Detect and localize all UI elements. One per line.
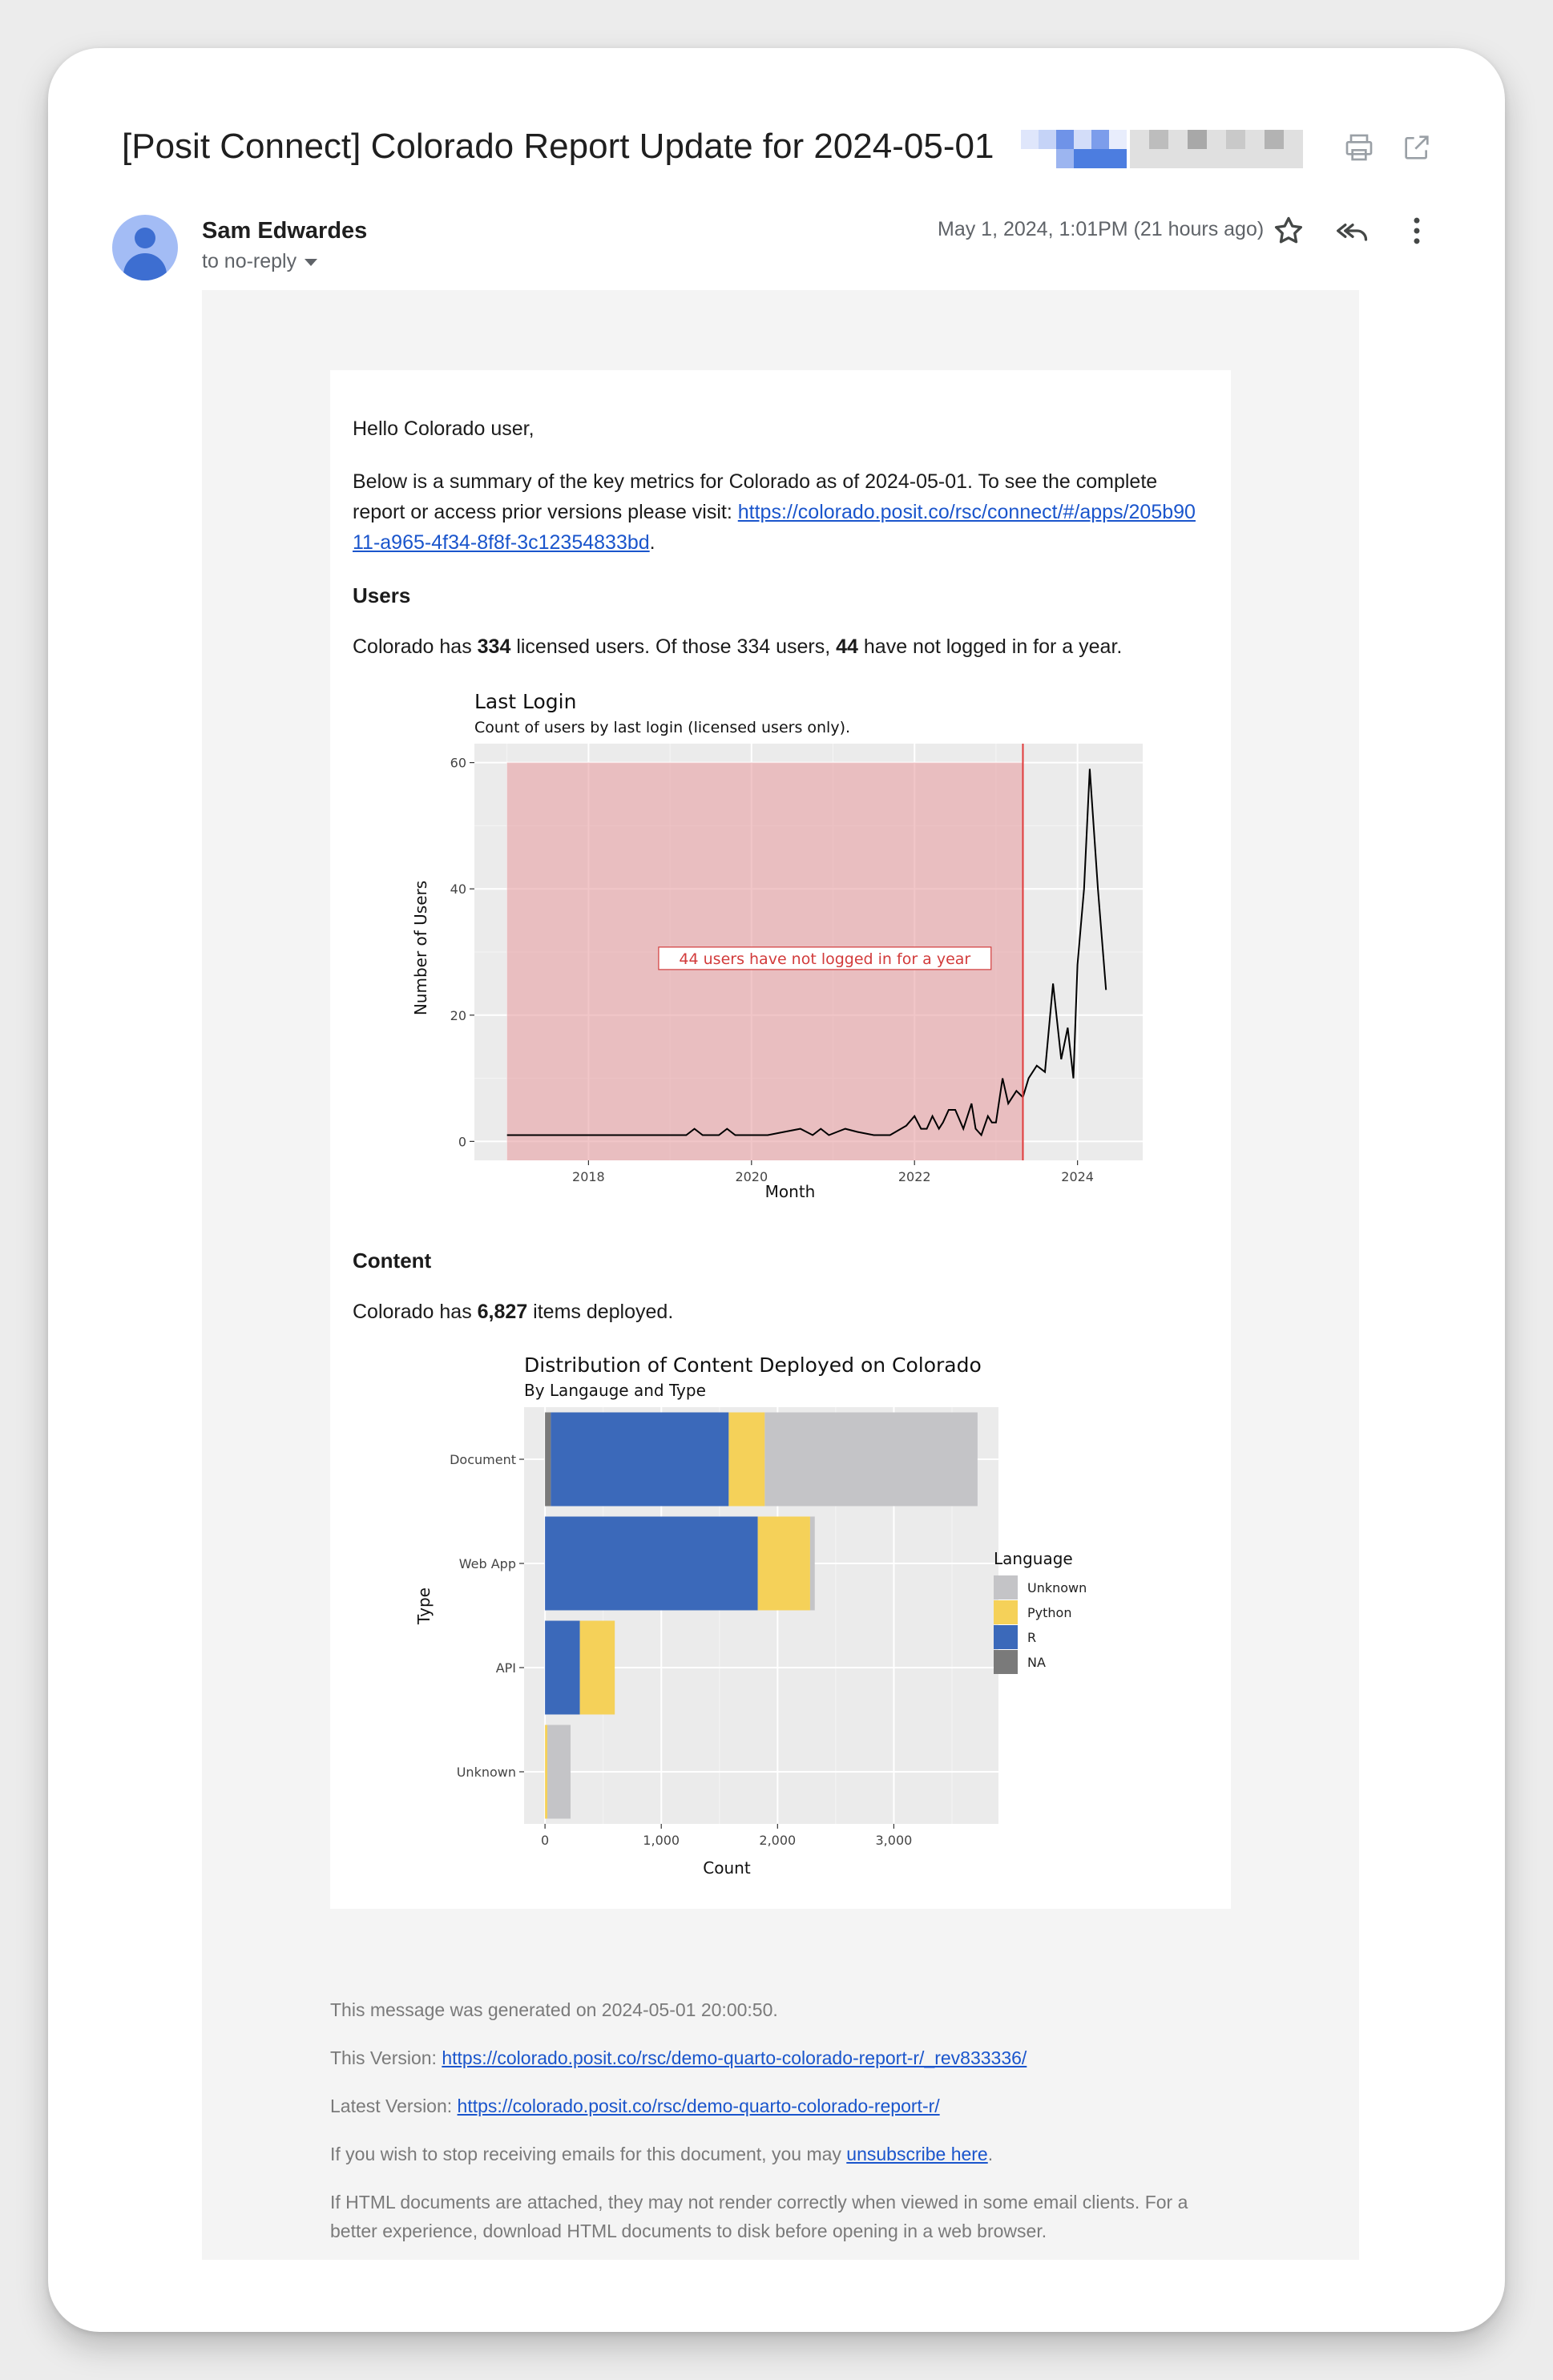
- y-tick-label: API: [496, 1660, 516, 1676]
- last-login-chart: Last Login Count of users by last login …: [411, 690, 1143, 1200]
- content-heading: Content: [353, 1248, 432, 1273]
- legend-title: Language: [994, 1549, 1073, 1568]
- users-paragraph: Colorado has 334 licensed users. Of thos…: [353, 635, 1123, 658]
- recipient-text: to no-reply: [202, 250, 297, 272]
- unsubscribe-line: If you wish to stop receiving emails for…: [330, 2144, 994, 2164]
- bar-segment: [545, 1724, 548, 1819]
- series-line: [506, 768, 1107, 1137]
- bar-segment: [551, 1412, 729, 1507]
- html-attachment-note: If HTML documents are attached, they may…: [330, 2192, 1188, 2241]
- content-distribution-chart: Distribution of Content Deployed on Colo…: [414, 1353, 1087, 1878]
- this-version-link[interactable]: https://colorado.posit.co/rsc/demo-quart…: [442, 2047, 1027, 2068]
- x-tick-label: 2,000: [759, 1833, 796, 1848]
- bar-segment: [545, 1516, 758, 1611]
- more-vert-icon[interactable]: [1399, 213, 1434, 248]
- x-tick-label: 2022: [898, 1169, 931, 1184]
- redacted-label: [1021, 130, 1127, 168]
- greeting: Hello Colorado user,: [353, 418, 534, 440]
- chart-subtitle: By Langauge and Type: [524, 1381, 706, 1400]
- y-tick-label: Web App: [459, 1556, 516, 1571]
- items-count: 6,827: [477, 1301, 528, 1323]
- sender-name[interactable]: Sam Edwardes: [202, 218, 368, 244]
- y-tick-label: Document: [450, 1452, 516, 1467]
- legend-label: NA: [1027, 1655, 1046, 1670]
- unsubscribe-link[interactable]: unsubscribe here: [846, 2144, 988, 2164]
- x-axis-label: Month: [765, 1182, 816, 1200]
- y-tick-label: 0: [458, 1134, 466, 1149]
- recipient-line[interactable]: to no-reply: [202, 250, 318, 273]
- bar-segment: [809, 1516, 815, 1611]
- latest-version-link[interactable]: https://colorado.posit.co/rsc/demo-quart…: [457, 2096, 940, 2116]
- email-date: May 1, 2024, 1:01PM (21 hours ago): [938, 218, 1265, 240]
- y-tick-label: 60: [450, 756, 466, 771]
- intro-text: Below is a summary of the key metrics fo…: [353, 470, 1158, 523]
- legend-label: R: [1027, 1630, 1036, 1645]
- bar-segment: [757, 1516, 810, 1611]
- y-tick-label: 40: [450, 881, 466, 897]
- bar-segment: [764, 1412, 978, 1507]
- bar-segment: [545, 1620, 580, 1715]
- reply-all-icon[interactable]: [1335, 213, 1370, 248]
- chart-title: Last Login: [474, 690, 576, 713]
- legend-label: Python: [1027, 1605, 1071, 1620]
- x-tick-label: 2024: [1061, 1169, 1094, 1184]
- y-tick-label: Unknown: [457, 1765, 516, 1780]
- chart-title: Distribution of Content Deployed on Colo…: [524, 1353, 982, 1377]
- report-link[interactable]: https://colorado.posit.co/rsc/connect/#/…: [353, 501, 1196, 554]
- legend-swatch: [994, 1575, 1018, 1599]
- bar-segment: [579, 1620, 615, 1715]
- print-icon[interactable]: [1343, 131, 1375, 163]
- annotation-box: [658, 946, 992, 970]
- avatar[interactable]: [112, 215, 178, 280]
- chart-subtitle: Count of users by last login (licensed u…: [474, 719, 850, 736]
- bar-segment: [728, 1412, 765, 1507]
- legend-swatch: [994, 1650, 1018, 1674]
- x-tick-label: 1,000: [643, 1833, 680, 1848]
- this-version-line: This Version: https://colorado.posit.co/…: [330, 2047, 1027, 2068]
- users-heading: Users: [353, 583, 411, 607]
- annotation-label: 44 users have not logged in for a year: [679, 950, 970, 968]
- inactive-count: 44: [836, 635, 858, 658]
- latest-version-line: Latest Version: https://colorado.posit.c…: [330, 2096, 940, 2116]
- x-tick-label: 2020: [735, 1169, 768, 1184]
- x-tick-label: 2018: [572, 1169, 605, 1184]
- email-body: Hello Colorado user, Below is a summary …: [202, 290, 1359, 2260]
- email-subject: [Posit Connect] Colorado Report Update f…: [122, 127, 994, 166]
- generated-note: This message was generated on 2024-05-01…: [330, 1999, 778, 2020]
- chevron-down-icon[interactable]: [305, 258, 318, 266]
- open-in-new-icon[interactable]: [1401, 131, 1433, 163]
- x-tick-label: 3,000: [876, 1833, 913, 1848]
- report-card: Hello Colorado user, Below is a summary …: [330, 370, 1231, 1909]
- x-axis-label: Count: [703, 1858, 751, 1878]
- y-tick-label: 20: [450, 1008, 466, 1023]
- intro-paragraph: Below is a summary of the key metrics fo…: [353, 470, 1196, 554]
- redacted-label: [1130, 130, 1303, 168]
- legend-label: Unknown: [1027, 1580, 1087, 1595]
- content-paragraph: Colorado has 6,827 items deployed.: [353, 1301, 674, 1323]
- y-axis-label: Type: [414, 1587, 434, 1625]
- bar-segment: [547, 1724, 571, 1819]
- x-tick-label: 0: [541, 1833, 549, 1848]
- y-axis-label: Number of Users: [411, 881, 430, 1015]
- licensed-count: 334: [477, 635, 511, 658]
- bar-segment: [545, 1412, 551, 1507]
- star-icon[interactable]: [1271, 213, 1306, 248]
- legend-swatch: [994, 1600, 1018, 1624]
- email-window: [Posit Connect] Colorado Report Update f…: [48, 48, 1505, 2332]
- legend-swatch: [994, 1625, 1018, 1649]
